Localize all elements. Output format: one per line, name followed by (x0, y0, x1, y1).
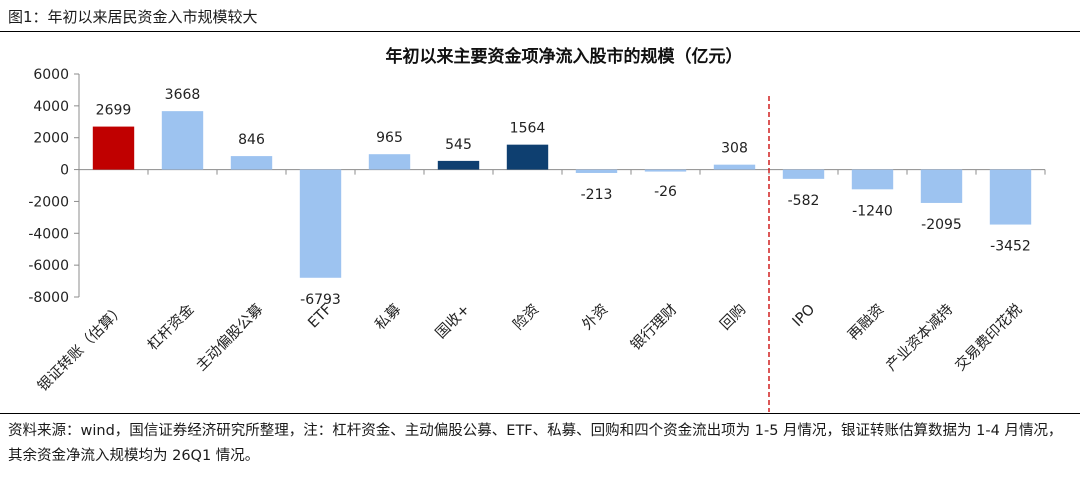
data-label: 1564 (510, 121, 546, 137)
x-tick-label: 杠杆资金 (144, 300, 197, 353)
x-tick-label: 私募 (372, 300, 405, 333)
x-tick-label: 银行理财 (627, 301, 680, 354)
bar (575, 169, 618, 173)
bar (920, 169, 963, 203)
bar (644, 169, 687, 172)
x-tick-label: IPO (790, 302, 819, 331)
data-label: -26 (654, 184, 677, 200)
bar (506, 144, 549, 170)
y-tick-label: 2000 (33, 131, 69, 147)
x-tick-label: 国收+ (432, 301, 473, 342)
bar (851, 169, 894, 190)
data-label: 965 (376, 130, 403, 146)
x-tick-label: 险资 (510, 301, 543, 334)
figure-label: 图1：年初以来居民资金入市规模较大 (8, 8, 258, 26)
data-label: -582 (788, 193, 820, 209)
data-label: 545 (445, 137, 472, 153)
data-label: 846 (238, 132, 265, 148)
bar (437, 160, 480, 170)
bar (92, 126, 135, 170)
y-tick-label: 4000 (33, 99, 69, 115)
data-label: 3668 (165, 87, 201, 103)
bar-chart: 年初以来主要资金项净流入股市的规模（亿元） 6000 4000 2000 0 -2000… (28, 46, 1046, 412)
y-tick-label: -4000 (28, 226, 69, 242)
top-rule (0, 31, 1080, 32)
bar (230, 156, 273, 170)
data-label: -2095 (921, 217, 962, 233)
x-tick-label: 外资 (579, 301, 612, 334)
bar (782, 169, 825, 179)
x-tick-label: 交易费印花税 (951, 300, 1026, 375)
y-tick-label: -6000 (28, 258, 69, 274)
bottom-rule (0, 413, 1080, 414)
data-label: 2699 (96, 103, 132, 119)
data-label: 308 (721, 141, 748, 157)
data-label: -213 (581, 187, 613, 203)
y-tick-label: 6000 (33, 67, 69, 83)
data-label: -1240 (852, 203, 893, 219)
y-tick-label: -2000 (28, 194, 69, 210)
y-tick-label: -8000 (28, 290, 69, 306)
x-tick-label: 主动偏股公募 (193, 300, 267, 374)
source-note: 资料来源：wind，国信证券经济研究所整理，注：杠杆资金、主动偏股公募、ETF、… (8, 423, 1063, 464)
x-tick-label: 回购 (717, 301, 750, 334)
x-tick-label: 再融资 (845, 301, 888, 344)
x-tick-label: 银证转账（估算） (34, 301, 128, 395)
chart-title: 年初以来主要资金项净流入股市的规模（亿元） (386, 46, 743, 67)
data-label: -6793 (300, 292, 341, 308)
bar (368, 154, 411, 170)
bar (989, 169, 1032, 225)
bar (713, 164, 756, 170)
x-tick-label: 产业资本减持 (883, 301, 957, 375)
bar (299, 169, 342, 278)
bar (161, 111, 204, 170)
data-label: -3452 (990, 239, 1031, 255)
y-tick-label: 0 (60, 163, 69, 179)
